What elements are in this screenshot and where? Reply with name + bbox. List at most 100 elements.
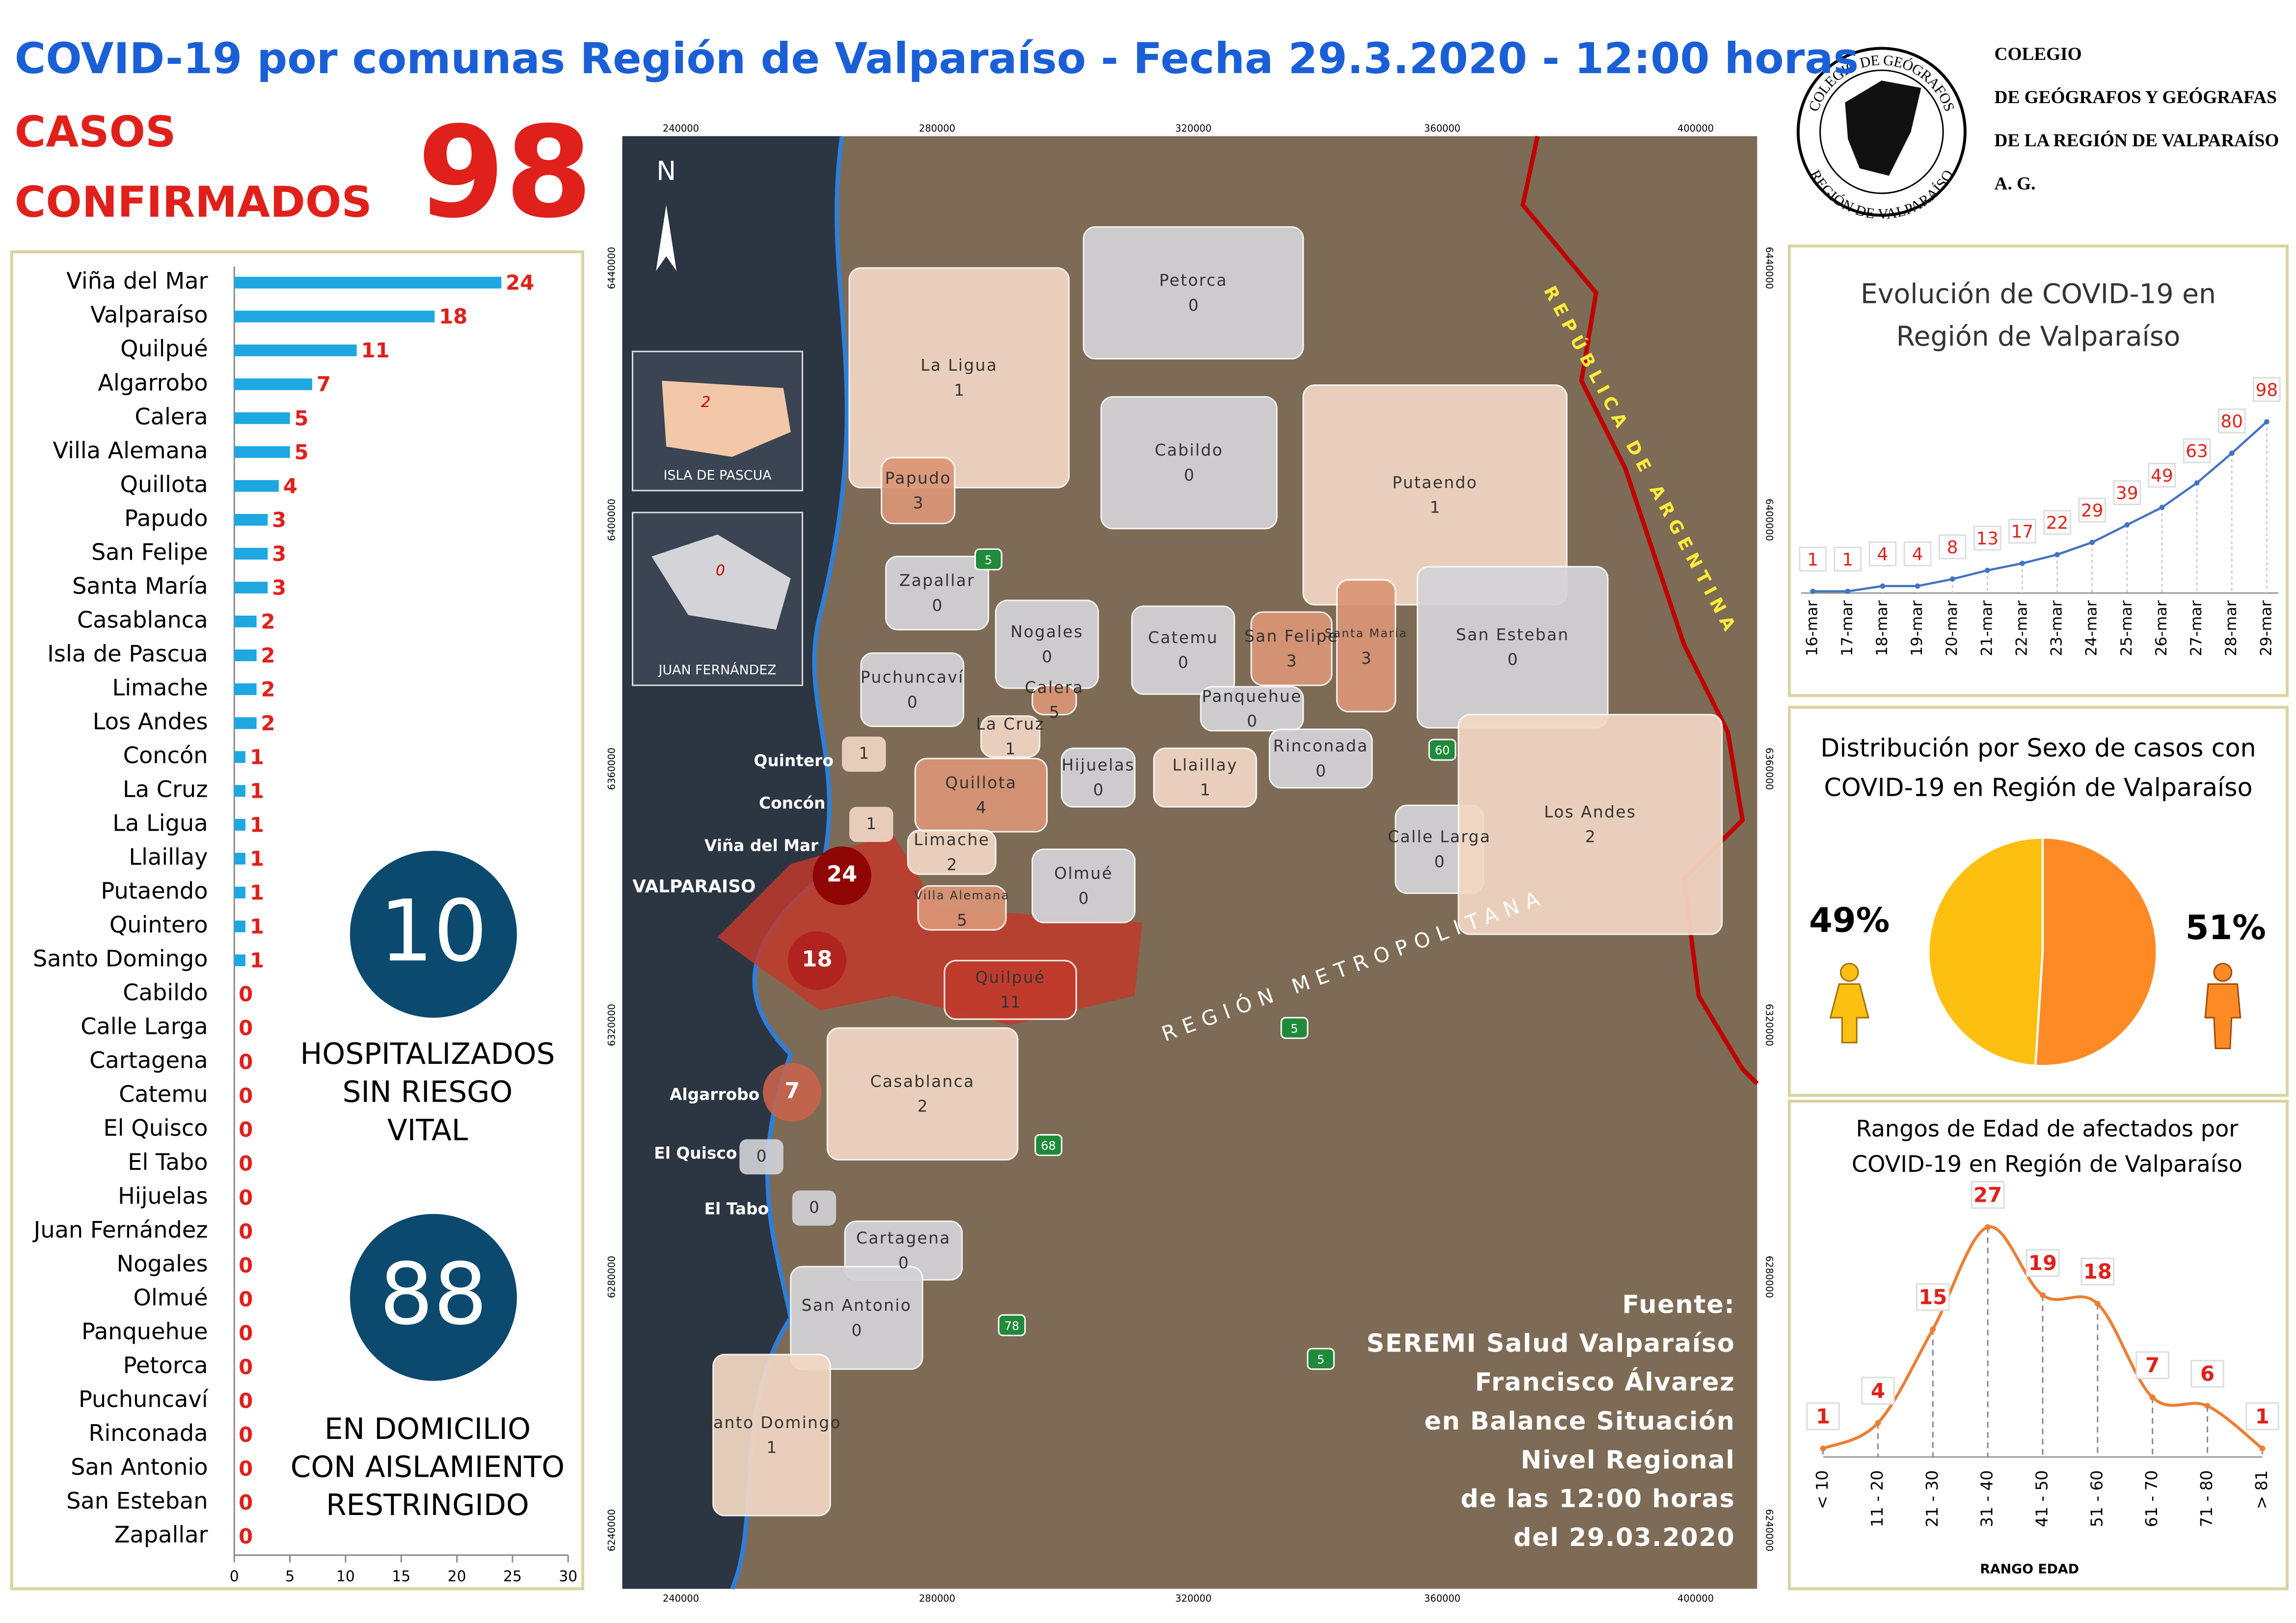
x-tick-label: 21 - 30 (1923, 1470, 1942, 1527)
value-label: 3 (272, 575, 286, 599)
point (2194, 480, 2200, 486)
route-number: 5 (1317, 1353, 1324, 1367)
route-number: 78 (1004, 1319, 1019, 1333)
x-tick-label: < 10 (1813, 1470, 1832, 1510)
label-box (2026, 1249, 2060, 1277)
bar (234, 853, 245, 865)
commune-value: 0 (1247, 712, 1257, 730)
category-label: Limache (112, 674, 208, 701)
commune-value: 7 (784, 1078, 800, 1104)
coast-label: Viña del Mar (704, 837, 819, 855)
north-arrow (656, 205, 677, 271)
commune-name: Quillota (945, 773, 1017, 792)
category-label: Quillota (120, 471, 208, 497)
value-label: 1 (1807, 550, 1818, 570)
label-box (2183, 438, 2211, 463)
value-label: 29 (2081, 501, 2104, 521)
category-label: La Ligua (112, 810, 208, 837)
value-label: 1 (250, 847, 264, 871)
value-label: 0 (239, 1084, 253, 1108)
x-tick-label: > 81 (2252, 1470, 2271, 1510)
x-tick-label: 20 (448, 1568, 466, 1585)
value-label: 0 (239, 1287, 253, 1311)
route-number: 5 (1291, 1022, 1298, 1035)
map-y-tick: 6440000 (1764, 247, 1775, 289)
commune-name: Panquehue (1202, 687, 1302, 705)
map-x-tick: 280000 (919, 1593, 955, 1604)
value-label: 11 (361, 338, 390, 362)
commune-value: 0 (898, 1254, 909, 1272)
value-label: 0 (239, 1355, 253, 1379)
value-label: 0 (239, 1118, 253, 1142)
bar (234, 785, 245, 797)
route-shield (1428, 738, 1457, 761)
label-box (2078, 497, 2107, 523)
commune (917, 885, 1007, 931)
value-label: 2 (261, 609, 275, 633)
commune-name: Los Andes (1544, 803, 1636, 821)
route-shield (998, 1314, 1026, 1336)
value-label: 0 (239, 1490, 253, 1515)
label-box (2113, 480, 2141, 505)
commune (907, 829, 997, 875)
source-line: de las 12:00 horas (1460, 1484, 1735, 1513)
point (2264, 419, 2269, 425)
commune-name: La Cruz (976, 715, 1045, 733)
x-tick-label: 31 - 40 (1978, 1470, 1997, 1527)
point (1820, 1445, 1826, 1452)
map-x-tick: 320000 (1175, 123, 1212, 134)
bar (234, 412, 290, 424)
bar (234, 310, 435, 323)
category-label: Panquehue (81, 1318, 208, 1345)
commune-name: Olmué (1054, 864, 1113, 883)
category-label: Olmué (134, 1284, 208, 1311)
commune-name: San Esteban (1456, 625, 1569, 644)
inset-value: 2 (701, 394, 710, 411)
commune-value: 1 (1005, 740, 1016, 758)
chart-title: COVID-19 en Región de Valparaíso (1852, 1151, 2242, 1177)
source-line: Fuente: (1622, 1290, 1735, 1319)
x-tick-label: 29-mar (2257, 600, 2275, 656)
commune-value: 24 (827, 861, 857, 887)
commune-value: 0 (1434, 852, 1445, 871)
point (2089, 540, 2095, 545)
value-label: 63 (2186, 441, 2208, 461)
point (1875, 1420, 1881, 1426)
value-label: 0 (239, 982, 253, 1006)
stat-value: 88 (379, 1244, 487, 1344)
commune-value: 3 (1361, 649, 1371, 668)
bar (234, 649, 257, 661)
label-box (2043, 510, 2071, 535)
label-box (1861, 1377, 1895, 1405)
commune-name: Hijuelas (1061, 756, 1134, 775)
cases-label: CONFIRMADOS (15, 178, 372, 227)
bar (234, 717, 257, 729)
value-label: 4 (1877, 544, 1889, 565)
point (2124, 522, 2130, 528)
commune-value: 0 (1316, 761, 1326, 780)
chart-title: COVID-19 en Región de Valparaíso (1824, 773, 2253, 802)
icon-body (1829, 983, 1869, 1044)
bar-panel (10, 250, 585, 1591)
cases-label: CASOS (15, 108, 176, 157)
category-label: Viña del Mar (66, 268, 208, 294)
x-tick-label: 25 (503, 1568, 522, 1585)
commune-value: 1 (1200, 781, 1210, 799)
category-label: Petorca (123, 1352, 208, 1379)
commune-value: 0 (1079, 889, 1089, 908)
commune (792, 1190, 837, 1226)
point (2259, 1445, 2266, 1452)
coast-label: Concón (759, 794, 825, 812)
commune (812, 846, 871, 905)
commune-value: 1 (1430, 498, 1440, 517)
source-line: SEREMI Salud Valparaíso (1367, 1329, 1735, 1358)
value-label: 5 (295, 406, 309, 430)
commune-name: Calera (1025, 678, 1084, 697)
commune-value: 0 (907, 693, 918, 711)
commune-value: 2 (946, 855, 957, 874)
value-label: 13 (1976, 529, 1999, 549)
commune (1031, 848, 1136, 923)
source-line: Francisco Álvarez (1475, 1367, 1735, 1397)
category-label: Zapallar (114, 1521, 208, 1548)
value-label: 49 (2151, 466, 2173, 486)
